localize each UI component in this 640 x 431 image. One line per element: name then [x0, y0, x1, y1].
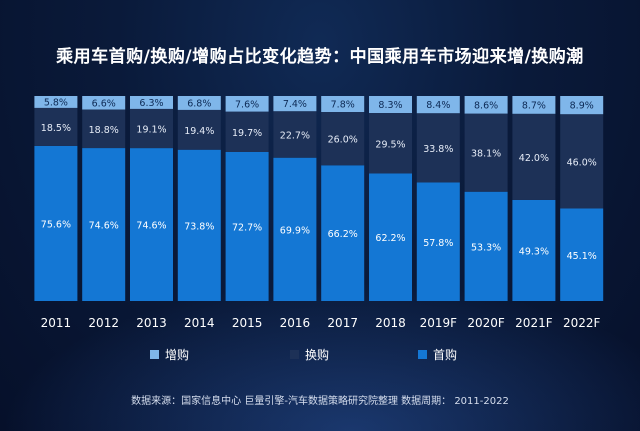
bar-segment-huangou-2021F	[512, 113, 556, 200]
bar-segment-shougou-2017	[321, 165, 365, 301]
bar-segment-shougou-2022F	[560, 208, 604, 301]
data-label-shougou-2015: 72.7%	[232, 223, 262, 234]
chart-title: 乘用车首购/换购/增购占比变化趋势：中国乘用车市场迎来增/换购潮	[56, 47, 584, 67]
bar-segment-shougou-2014	[177, 149, 221, 301]
data-label-huangou-2020F: 38.1%	[471, 149, 501, 160]
bar-segment-zenggou-2022F	[560, 96, 604, 115]
legend-item-huangou: 换购	[290, 346, 329, 363]
legend-swatch-shougou	[418, 350, 427, 359]
data-label-huangou-2015: 19.7%	[232, 128, 262, 139]
bar-segment-shougou-2013	[130, 148, 173, 301]
data-label-shougou-2021F: 49.3%	[519, 247, 549, 258]
data-label-shougou-2013: 74.6%	[136, 221, 166, 232]
data-label-huangou-2021F: 42.0%	[519, 153, 549, 164]
bar-segment-huangou-2022F	[560, 114, 604, 209]
bar-segment-huangou-2011	[34, 107, 78, 146]
data-label-shougou-2012: 74.6%	[89, 221, 119, 232]
bar-segment-huangou-2020F	[464, 113, 508, 192]
data-source-note: 数据来源：国家信息中心 巨量引擎-汽车数据策略研究院整理 数据周期： 2011-…	[131, 396, 509, 407]
bar-segment-zenggou-2020F	[464, 96, 508, 114]
bar-segment-huangou-2015	[225, 111, 269, 152]
bar-segment-zenggou-2012	[82, 96, 126, 110]
bar-segment-huangou-2019F	[416, 113, 460, 183]
bar-segment-huangou-2014	[177, 109, 221, 150]
data-label-shougou-2014: 73.8%	[184, 221, 214, 232]
x-tick-label-2011: 2011	[41, 316, 72, 330]
bar-segment-zenggou-2011	[34, 96, 78, 108]
legend-label-huangou: 换购	[305, 348, 330, 362]
bar-segment-shougou-2021F	[512, 199, 556, 301]
legend-label-shougou: 首购	[433, 348, 458, 362]
x-tick-label-2019F: 2019F	[420, 316, 458, 330]
bar-segment-zenggou-2018	[369, 96, 412, 113]
data-label-zenggou-2014: 6.8%	[187, 99, 211, 110]
bar-segment-huangou-2012	[82, 109, 126, 148]
data-label-zenggou-2018: 8.3%	[378, 100, 402, 111]
data-label-zenggou-2017: 7.8%	[331, 100, 355, 111]
data-label-zenggou-2019F: 8.4%	[426, 100, 450, 111]
bar-segment-shougou-2012	[82, 148, 126, 301]
data-label-shougou-2017: 66.2%	[328, 229, 358, 240]
bar-segment-shougou-2016	[273, 157, 317, 301]
bar-segment-zenggou-2013	[130, 96, 173, 109]
data-label-shougou-2019F: 57.8%	[423, 238, 453, 249]
x-tick-label-2021F: 2021F	[515, 316, 553, 330]
data-label-shougou-2020F: 53.3%	[471, 242, 501, 253]
data-label-huangou-2019F: 33.8%	[423, 144, 453, 155]
chart-legend: 增购 换购 首购	[0, 346, 640, 364]
x-tick-label-2020F: 2020F	[467, 316, 505, 330]
legend-swatch-zenggou	[150, 350, 159, 359]
data-label-shougou-2018: 62.2%	[375, 233, 405, 244]
bar-segment-huangou-2017	[321, 112, 365, 166]
bar-segment-zenggou-2016	[273, 96, 317, 112]
legend-item-shougou: 首购	[418, 346, 457, 363]
x-tick-label-2017: 2017	[327, 316, 358, 330]
data-label-zenggou-2020F: 8.6%	[474, 100, 498, 111]
bar-segment-zenggou-2021F	[512, 96, 556, 114]
data-label-zenggou-2015: 7.6%	[235, 99, 259, 110]
data-label-huangou-2011: 18.5%	[41, 123, 71, 134]
data-label-huangou-2012: 18.8%	[89, 125, 119, 136]
background-glow	[0, 281, 640, 431]
bar-segment-zenggou-2014	[177, 96, 221, 110]
legend-label-zenggou: 增购	[165, 348, 190, 362]
bar-segment-huangou-2018	[369, 113, 412, 174]
bar-segment-zenggou-2019F	[416, 96, 460, 114]
data-label-zenggou-2011: 5.8%	[44, 98, 68, 109]
x-tick-label-2014: 2014	[184, 316, 215, 330]
legend-swatch-huangou	[290, 350, 299, 359]
data-label-zenggou-2021F: 8.7%	[522, 100, 546, 111]
bar-segment-shougou-2018	[369, 173, 412, 301]
data-label-zenggou-2022F: 8.9%	[570, 101, 594, 112]
bar-segment-huangou-2016	[273, 111, 317, 158]
x-tick-label-2022F: 2022F	[563, 316, 601, 330]
data-label-shougou-2022F: 45.1%	[567, 251, 597, 262]
bar-segment-huangou-2013	[130, 108, 173, 149]
data-label-shougou-2011: 75.6%	[41, 219, 71, 230]
bar-segment-shougou-2020F	[464, 191, 508, 301]
data-label-huangou-2014: 19.4%	[184, 126, 214, 137]
bar-segment-shougou-2019F	[416, 182, 460, 301]
data-label-huangou-2017: 26.0%	[328, 135, 358, 146]
data-label-zenggou-2012: 6.6%	[92, 98, 116, 109]
x-tick-label-2018: 2018	[375, 316, 406, 330]
bar-segment-zenggou-2017	[321, 96, 365, 112]
bar-segment-shougou-2011	[34, 145, 78, 301]
data-label-huangou-2022F: 46.0%	[567, 157, 597, 168]
data-label-huangou-2018: 29.5%	[375, 139, 405, 150]
x-tick-label-2015: 2015	[232, 316, 263, 330]
x-tick-label-2013: 2013	[136, 316, 167, 330]
data-label-zenggou-2016: 7.4%	[283, 99, 307, 110]
data-label-shougou-2016: 69.9%	[280, 225, 310, 236]
bar-segment-shougou-2015	[225, 152, 269, 301]
bar-segment-zenggou-2015	[225, 96, 269, 112]
data-label-huangou-2016: 22.7%	[280, 130, 310, 141]
x-tick-label-2016: 2016	[280, 316, 311, 330]
data-label-huangou-2013: 19.1%	[136, 125, 166, 136]
data-label-zenggou-2013: 6.3%	[139, 98, 163, 109]
x-tick-label-2012: 2012	[88, 316, 119, 330]
legend-item-zenggou: 增购	[150, 346, 189, 363]
